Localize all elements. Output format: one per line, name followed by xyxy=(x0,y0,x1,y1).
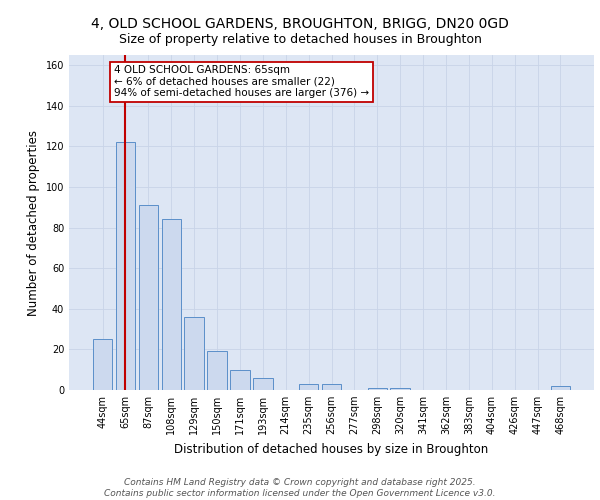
Y-axis label: Number of detached properties: Number of detached properties xyxy=(27,130,40,316)
Bar xyxy=(208,352,227,390)
Bar xyxy=(93,339,112,390)
Bar xyxy=(230,370,250,390)
Bar xyxy=(299,384,319,390)
Bar xyxy=(116,142,135,390)
Bar xyxy=(139,205,158,390)
Bar xyxy=(322,384,341,390)
Bar xyxy=(551,386,570,390)
Bar xyxy=(161,220,181,390)
Text: 4, OLD SCHOOL GARDENS, BROUGHTON, BRIGG, DN20 0GD: 4, OLD SCHOOL GARDENS, BROUGHTON, BRIGG,… xyxy=(91,18,509,32)
Bar xyxy=(391,388,410,390)
X-axis label: Distribution of detached houses by size in Broughton: Distribution of detached houses by size … xyxy=(175,442,488,456)
Bar xyxy=(253,378,272,390)
Bar xyxy=(368,388,387,390)
Text: Contains HM Land Registry data © Crown copyright and database right 2025.
Contai: Contains HM Land Registry data © Crown c… xyxy=(104,478,496,498)
Text: 4 OLD SCHOOL GARDENS: 65sqm
← 6% of detached houses are smaller (22)
94% of semi: 4 OLD SCHOOL GARDENS: 65sqm ← 6% of deta… xyxy=(114,65,369,98)
Text: Size of property relative to detached houses in Broughton: Size of property relative to detached ho… xyxy=(119,32,481,46)
Bar xyxy=(184,317,204,390)
